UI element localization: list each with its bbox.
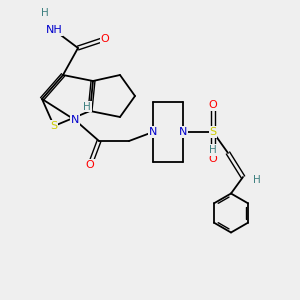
Text: N: N bbox=[179, 127, 187, 137]
Text: N: N bbox=[149, 127, 157, 137]
Text: O: O bbox=[100, 34, 109, 44]
Text: O: O bbox=[208, 154, 217, 164]
Text: H: H bbox=[209, 145, 217, 155]
Text: S: S bbox=[50, 121, 58, 131]
Text: N: N bbox=[71, 115, 79, 125]
Text: S: S bbox=[209, 127, 217, 137]
Text: O: O bbox=[85, 160, 94, 170]
Text: O: O bbox=[208, 100, 217, 110]
Text: H: H bbox=[253, 175, 260, 185]
Text: NH: NH bbox=[46, 25, 62, 35]
Text: H: H bbox=[41, 8, 49, 19]
Text: H: H bbox=[83, 101, 91, 112]
